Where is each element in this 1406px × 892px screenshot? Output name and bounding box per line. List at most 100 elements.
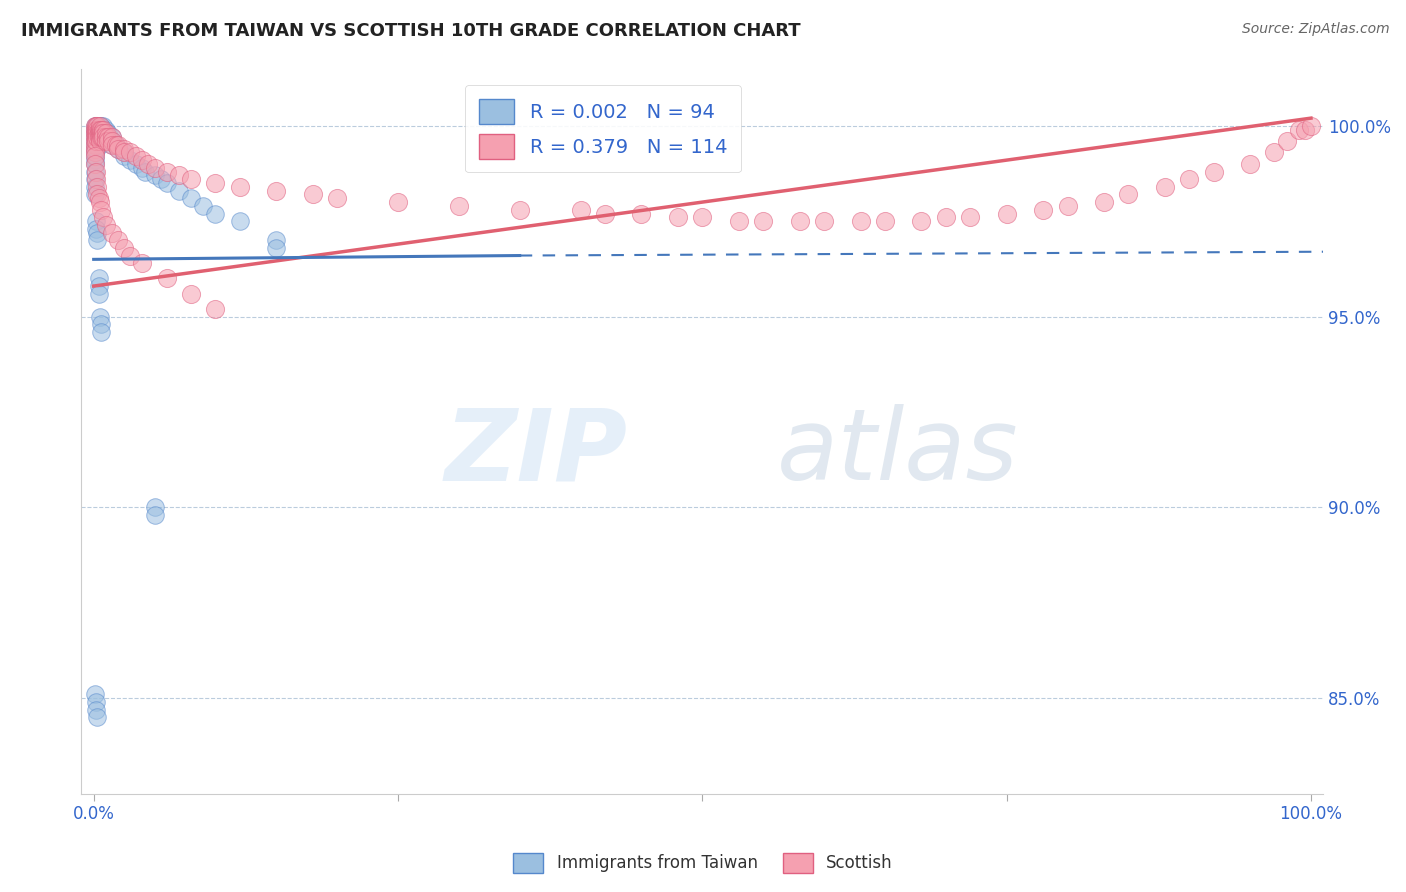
Point [134,164,156,178]
Point [90,122,112,136]
Point [86,134,108,148]
Point [83,187,105,202]
Point [89,119,111,133]
Point [91,130,114,145]
Point [83,157,105,171]
Point [813,214,835,228]
Point [84,130,107,145]
Point [97,130,120,145]
Point [83,149,105,163]
Point [101,134,124,148]
Point [93,119,115,133]
Point [83,688,105,702]
Point [83,130,105,145]
Point [87,279,110,293]
Point [180,172,202,186]
Point [91,127,114,141]
Point [89,134,111,148]
Point [93,130,115,145]
Point [204,206,226,220]
Point [83,119,105,133]
Point [83,172,105,186]
Point [90,325,112,339]
Point [87,271,110,285]
Point [86,127,108,141]
Point [229,214,252,228]
Point [149,172,172,186]
Point [86,226,108,240]
Point [93,127,115,141]
Point [143,161,166,175]
Point [101,130,124,145]
Point [1202,164,1225,178]
Legend: Immigrants from Taiwan, Scottish: Immigrants from Taiwan, Scottish [506,847,900,880]
Point [180,191,202,205]
Point [83,157,105,171]
Point [93,122,115,136]
Point [94,130,117,145]
Point [84,214,107,228]
Point [509,202,531,217]
Point [84,127,107,141]
Point [87,286,110,301]
Point [86,179,108,194]
Point [91,122,114,136]
Point [101,137,124,152]
Point [94,218,117,232]
Point [87,119,110,133]
Point [752,214,775,228]
Point [101,134,124,148]
Point [90,202,112,217]
Point [112,145,135,160]
Point [86,710,108,724]
Point [93,130,115,145]
Point [84,222,107,236]
Point [104,137,127,152]
Point [264,233,287,247]
Point [101,130,124,145]
Point [83,137,105,152]
Point [326,191,349,205]
Point [193,199,215,213]
Point [87,134,110,148]
Point [84,703,107,717]
Point [90,122,112,136]
Point [447,199,470,213]
Point [94,127,117,141]
Point [84,119,107,133]
Point [167,184,190,198]
Point [789,214,811,228]
Point [910,214,932,228]
Point [83,134,105,148]
Point [94,134,117,148]
Point [87,127,110,141]
Point [1154,179,1177,194]
Point [89,137,111,152]
Legend: R = 0.002   N = 94, R = 0.379   N = 114: R = 0.002 N = 94, R = 0.379 N = 114 [465,86,741,172]
Point [167,169,190,183]
Point [1118,187,1140,202]
Point [692,211,714,225]
Point [91,127,114,141]
Point [90,127,112,141]
Point [87,191,110,205]
Point [84,122,107,136]
Point [935,211,957,225]
Point [1239,157,1261,171]
Point [89,130,111,145]
Point [1299,119,1322,133]
Point [89,119,111,133]
Point [112,241,135,255]
Point [83,145,105,160]
Point [86,130,108,145]
Point [264,184,287,198]
Point [89,310,111,324]
Point [84,134,107,148]
Point [86,137,108,152]
Point [89,195,111,210]
Point [86,130,108,145]
Point [1294,122,1316,136]
Point [83,127,105,141]
Point [89,122,111,136]
Point [1056,199,1078,213]
